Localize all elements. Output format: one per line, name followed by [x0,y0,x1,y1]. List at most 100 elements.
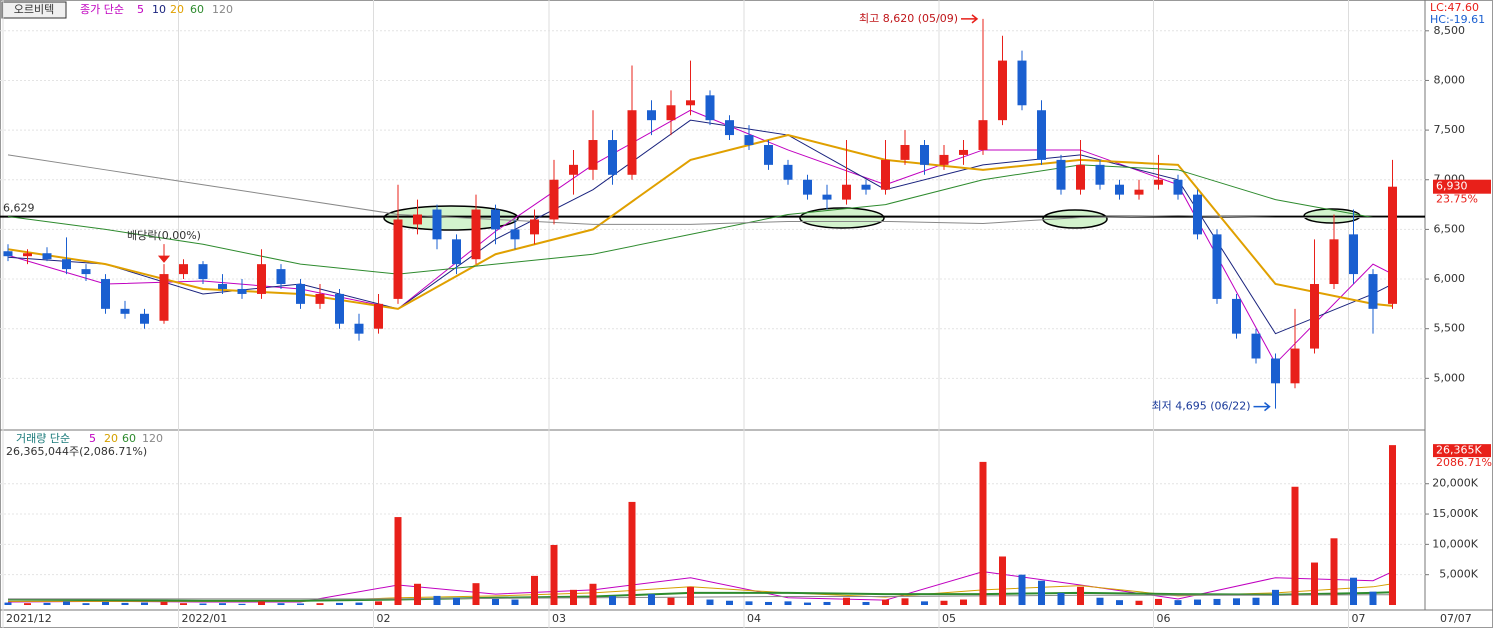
volume-legend-label: 거래량 단순 [16,432,70,445]
candle-body [647,110,656,121]
volume-ma-line [8,594,1393,600]
candle-body [1271,358,1280,384]
candle-body [1388,186,1397,304]
candle-body [588,140,598,170]
candle-body [1076,164,1085,190]
candle-body [335,293,344,324]
candle-body [978,120,988,150]
volume-bar [82,603,90,605]
volume-bar [531,575,538,605]
price-ma-line [7,164,1393,275]
volume-bar [570,589,577,605]
legend-entry: 5 [137,3,144,16]
volume-ratio-label: 2086.71% [1436,456,1492,469]
candle-body [569,164,578,175]
y-tick-label: 5,000K [1439,568,1478,581]
price-ma-line [7,119,1393,335]
dividend-annotation: 배당락(0.00%) [127,229,201,242]
volume-bar [1389,445,1396,605]
candle-body [101,279,110,309]
last-price-box [1433,179,1491,194]
candle-body [608,140,617,175]
candle-body [1349,234,1358,275]
volume-bar [628,501,636,605]
volume-bar [999,556,1006,605]
candle-body [276,269,286,285]
y-tick-label: 20,000K [1432,477,1478,490]
candle-body [783,164,793,180]
legend-entry: 10 [152,3,166,16]
candle-body [1193,194,1202,235]
low-arrow [1253,402,1271,412]
dividend-marker [157,244,171,263]
candle-body [1212,234,1222,299]
volume-bar [745,601,753,605]
volume-bar [862,601,870,605]
candle-body [1134,189,1144,195]
y-tick-label: 7,500 [1434,123,1466,136]
volume-bar [1194,599,1201,605]
last-price-label: 6,930 [1436,180,1468,193]
candle-body [3,251,13,257]
volume-bar [1018,574,1026,605]
candle-body [764,144,773,165]
legend-entry: 5 [89,432,96,445]
volume-bar [1174,600,1182,605]
x-tick-label: 05 [942,612,956,625]
volume-bar [1272,589,1279,605]
x-tick-label: 2022/01 [182,612,228,625]
x-tick-label: 03 [552,612,566,625]
volume-bar [1116,600,1123,605]
volume-bar [1213,598,1221,605]
volume-bar [492,598,499,605]
y-tick-label: 10,000K [1432,537,1478,550]
candle-body [393,219,403,299]
candle-body [198,264,208,280]
y-tick-label: 5,000 [1434,371,1466,384]
x-tick-label: 04 [747,612,761,625]
candle-body [42,253,52,260]
ma-legend-label: 종가 단순 [80,3,124,16]
volume-bar [297,603,304,605]
volume-bar [141,602,148,605]
legend-entry: 120 [142,432,163,445]
high-annotation: 최고 8,620 (05/09) [859,12,958,25]
volume-bar [1350,577,1357,605]
candle-body [491,209,500,230]
candle-body [939,154,949,165]
volume-bar [102,601,109,605]
candle-body [413,214,422,225]
volume-bar [1330,538,1338,605]
volume-bar [24,603,31,605]
candle-body [725,120,734,136]
volume-summary: 26,365,044주(2,086.71%) [6,445,147,458]
volume-bar [804,602,811,605]
candle-body [1154,179,1163,185]
legend-entry: 60 [190,3,204,16]
volume-bar [1096,597,1104,605]
volume-bar [687,586,694,605]
volume-bar [258,601,265,605]
volume-bar [960,599,967,605]
candle-body [140,313,149,324]
volume-bar [336,602,343,605]
legend-entry: 20 [170,3,184,16]
chart-title: 오르비텍 [14,3,54,16]
candle-body [510,229,520,240]
candle-body [666,105,676,121]
volume-bar [1135,600,1143,605]
x-end-label: 07/07 [1440,612,1472,625]
candle-body [842,184,851,200]
y-tick-label: 15,000K [1432,507,1478,520]
candle-body [998,60,1007,121]
candle-body [1290,348,1300,384]
volume-bar [979,461,987,605]
volume-bar [667,597,675,605]
candle-body [257,264,266,294]
volume-bar [394,517,402,605]
candle-body [920,144,929,165]
hc-label: HC:-19.61 [1430,13,1485,26]
volume-bar [316,603,324,605]
volume-bar [843,597,850,605]
volume-ma-line [7,591,1393,602]
